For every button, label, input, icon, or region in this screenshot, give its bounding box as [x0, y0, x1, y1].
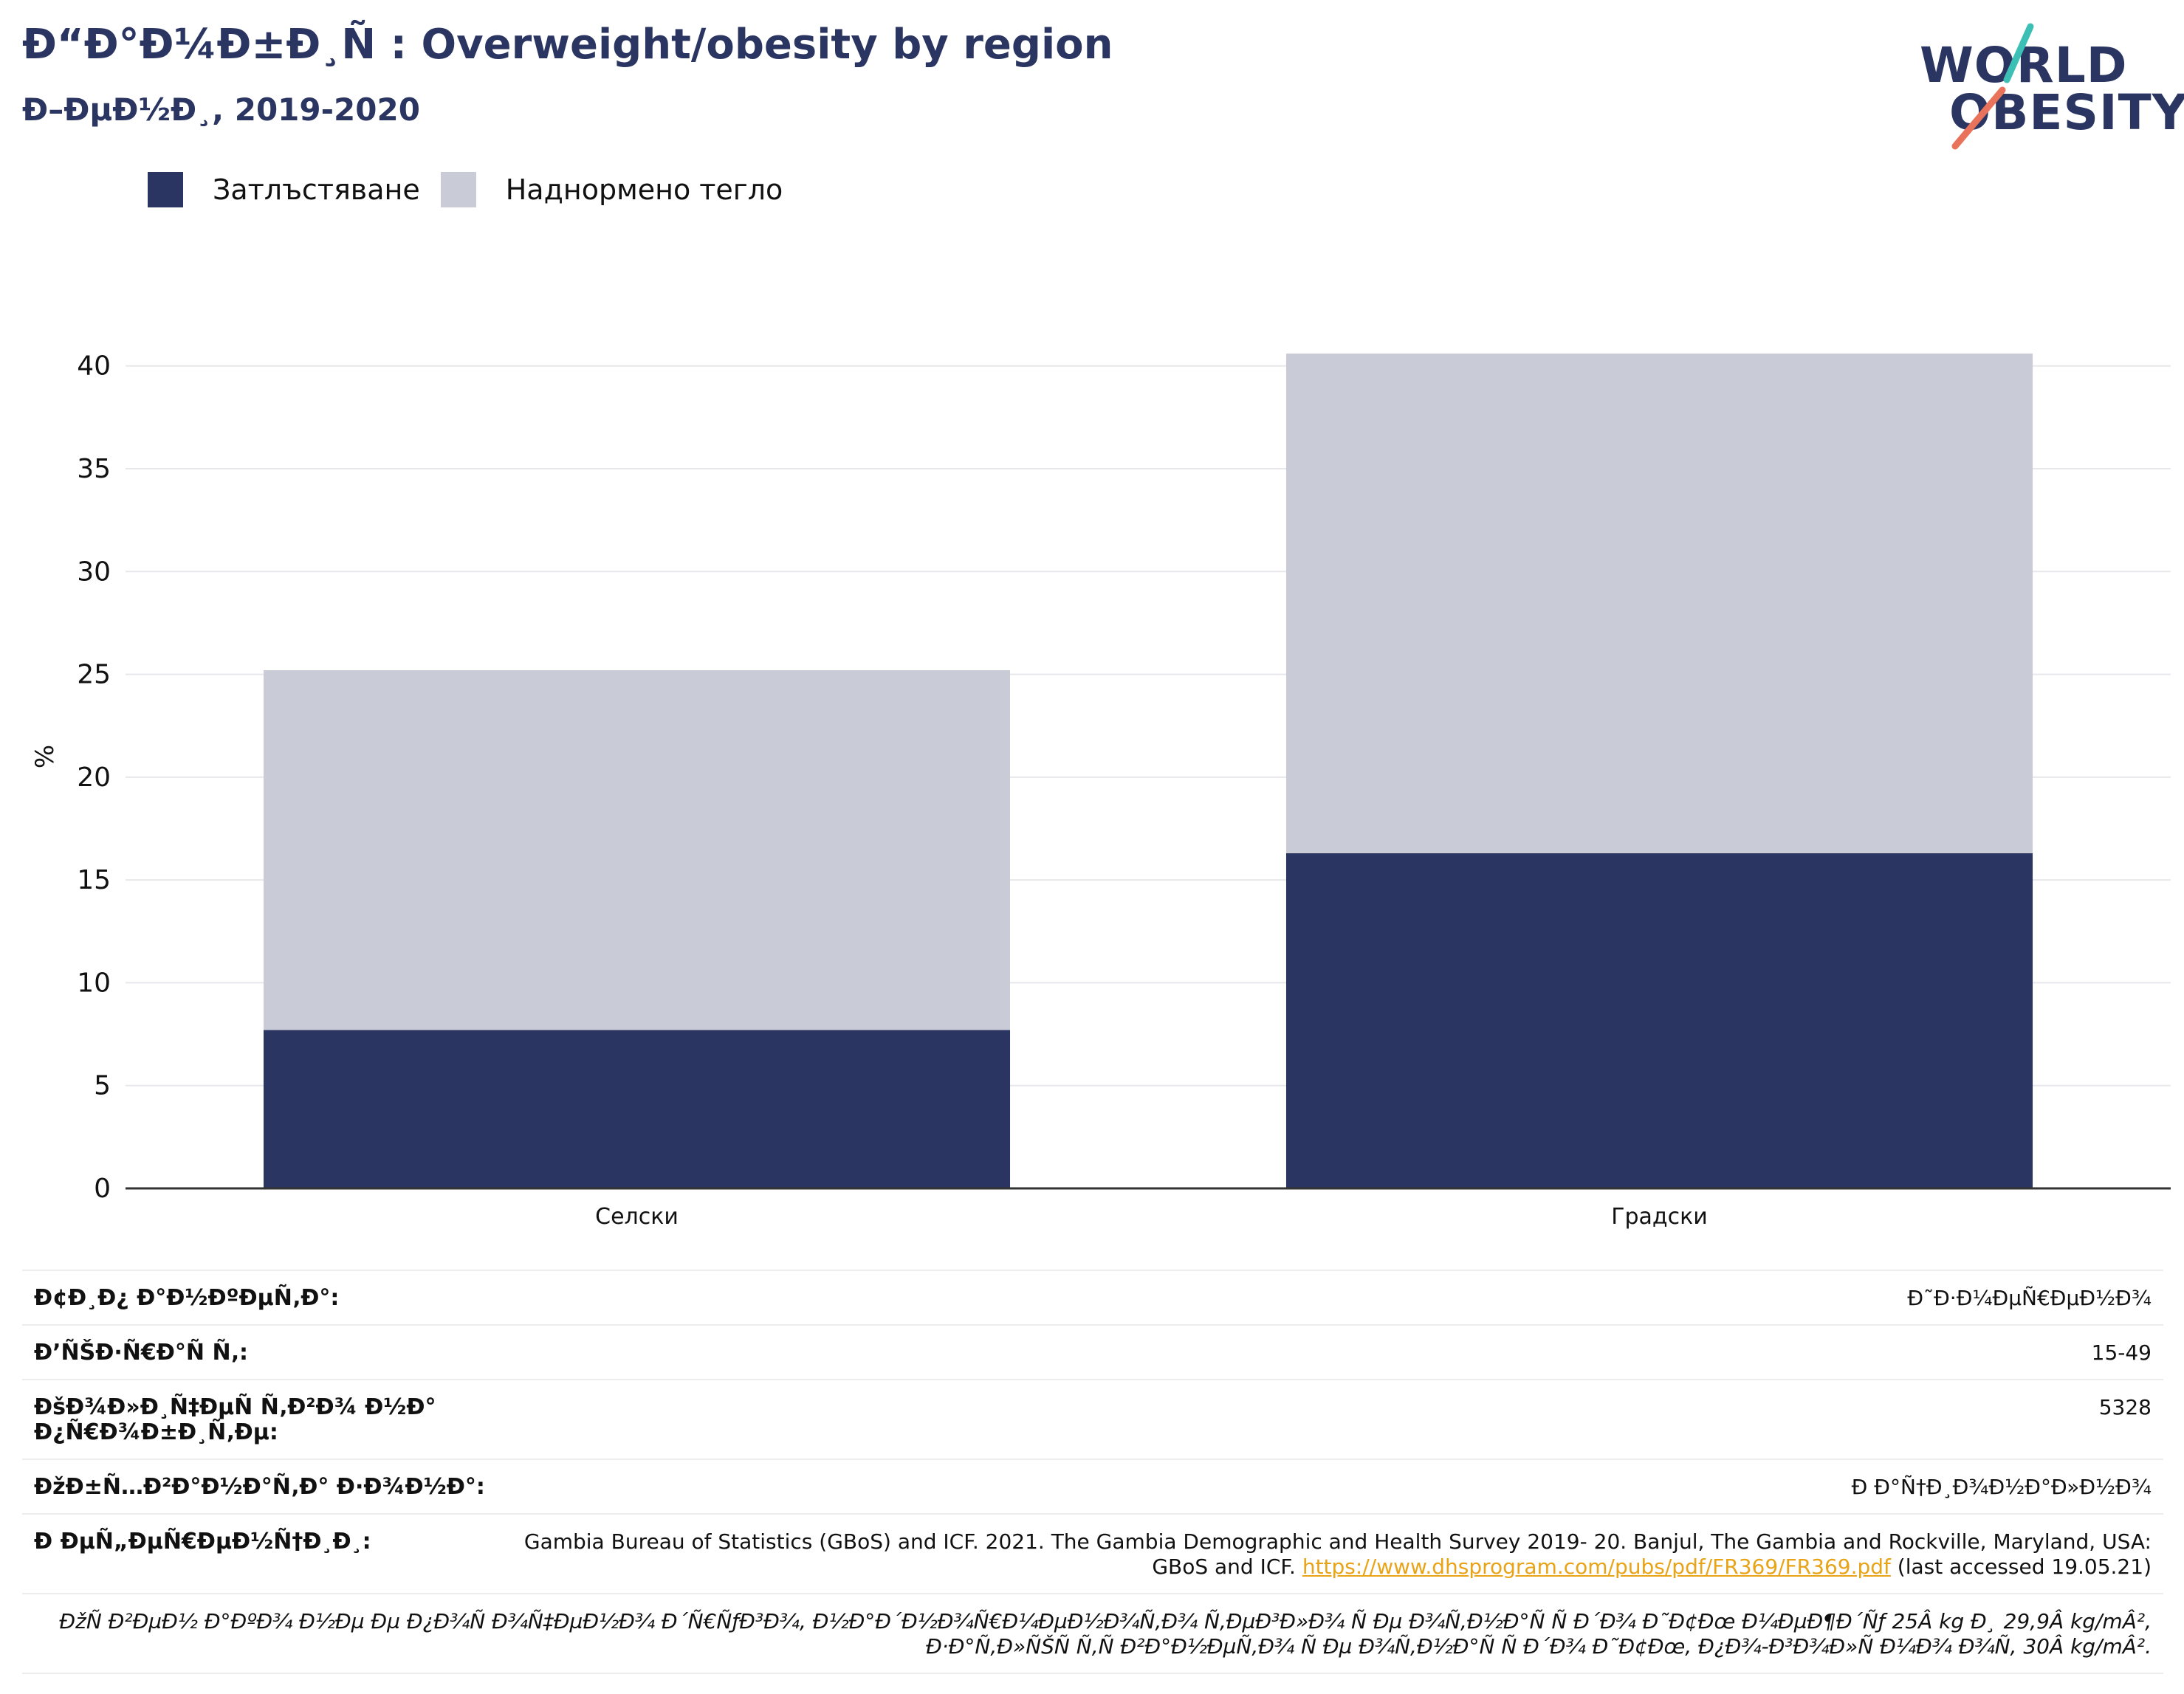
- y-tick-label: 35: [77, 454, 111, 484]
- x-category-label: Градски: [1611, 1204, 1708, 1230]
- y-tick-label: 40: [77, 351, 111, 382]
- info-key: ÐžÐ±Ñ…Ð²Ð°Ð½Ð°Ñ‚Ð° Ð·Ð¾Ð½Ð°:: [34, 1474, 485, 1500]
- info-row-note: ÐžÑ Ð²ÐµÐ½ Ð°ÐºÐ¾ Ð½Ðµ Ðµ Ð¿Ð¾Ñ Ð¾Ñ‡ÐµÐ½…: [22, 1593, 2163, 1674]
- info-table: Ð¢Ð¸Ð¿ Ð°Ð½ÐºÐµÑ‚Ð°: Ð˜Ð·Ð¼ÐµÑ€ÐµÐ½Ð¾ Ð’…: [22, 1270, 2163, 1674]
- reference-suffix: (last accessed 19.05.21): [1897, 1554, 2152, 1579]
- y-tick-label: 20: [77, 762, 111, 793]
- page-subtitle: Ð–ÐµÐ½Ð¸, 2019-2020: [22, 92, 420, 128]
- y-tick-label: 0: [94, 1174, 111, 1204]
- y-axis-title: %: [30, 745, 60, 768]
- info-row-references: Ð ÐµÑ„ÐµÑ€ÐµÐ½Ñ†Ð¸Ð¸: Gambia Bureau of S…: [22, 1513, 2163, 1593]
- legend-item-overweight: Наднормено тегло: [440, 172, 783, 207]
- logo-text-line2: OBESITY: [1949, 84, 2184, 141]
- info-value: Ð Ð°Ñ†Ð¸Ð¾Ð½Ð°Ð»Ð½Ð¾: [1851, 1475, 2152, 1499]
- legend-label-overweight: Наднормено тегло: [505, 173, 783, 206]
- bar-segment-overweight: [263, 670, 1011, 1030]
- info-row-sample-size: ÐšÐ¾Ð»Ð¸Ñ‡ÐµÑ Ñ‚Ð²Ð¾ Ð½Ð° Ð¿Ñ€Ð¾Ð±Ð¸Ñ‚Ðµ…: [22, 1379, 2163, 1459]
- info-value: 15-49: [2091, 1340, 2152, 1365]
- reference-link[interactable]: https://www.dhsprogram.com/pubs/pdf/FR36…: [1302, 1554, 1891, 1579]
- legend-label-obesity: Затлъстяване: [213, 173, 420, 206]
- info-row-coverage: ÐžÐ±Ñ…Ð²Ð°Ð½Ð°Ñ‚Ð° Ð·Ð¾Ð½Ð°: Ð Ð°Ñ†Ð¸Ð¾Ð…: [22, 1459, 2163, 1513]
- info-key: ÐšÐ¾Ð»Ð¸Ñ‡ÐµÑ Ñ‚Ð²Ð¾ Ð½Ð° Ð¿Ñ€Ð¾Ð±Ð¸Ñ‚Ðµ…: [34, 1394, 436, 1445]
- legend-swatch-overweight: [440, 172, 476, 207]
- world-obesity-logo: WORLD OBESITY: [1920, 22, 2184, 155]
- bar-segment-overweight: [1285, 354, 2033, 853]
- definition-note: ÐžÑ Ð²ÐµÐ½ Ð°ÐºÐ¾ Ð½Ðµ Ðµ Ð¿Ð¾Ñ Ð¾Ñ‡ÐµÐ½…: [59, 1609, 2152, 1659]
- chart-legend: Затлъстяване Наднормено тегло: [148, 170, 803, 210]
- y-tick-label: 30: [77, 557, 111, 587]
- legend-swatch-obesity: [148, 172, 183, 207]
- reference-text: Gambia Bureau of Statistics (GBoS) and I…: [523, 1529, 2152, 1579]
- bar-segment-obesity: [263, 1030, 1011, 1188]
- y-tick-label: 5: [94, 1071, 111, 1101]
- info-key: Ð’ÑŠÐ·Ñ€Ð°Ñ Ñ‚:: [34, 1340, 248, 1366]
- info-key: Ð ÐµÑ„ÐµÑ€ÐµÐ½Ñ†Ð¸Ð¸:: [34, 1529, 371, 1554]
- x-category-label: Селски: [595, 1204, 679, 1230]
- info-key: Ð¢Ð¸Ð¿ Ð°Ð½ÐºÐµÑ‚Ð°:: [34, 1285, 340, 1311]
- info-row-age: Ð’ÑŠÐ·Ñ€Ð°Ñ Ñ‚: 15-49: [22, 1324, 2163, 1379]
- logo-slash-icon: [1951, 23, 2034, 150]
- y-tick-label: 15: [77, 865, 111, 895]
- info-value-reference: Gambia Bureau of Statistics (GBoS) and I…: [506, 1529, 2152, 1580]
- info-value: 5328: [2098, 1395, 2152, 1419]
- stacked-bar-chart: 0 5 10 15 20 25 30 35 40% Селски Градски: [30, 351, 2171, 1230]
- page-title: Ð“Ð°Ð¼Ð±Ð¸Ñ : Overweight/obesity by regi…: [22, 21, 1113, 69]
- legend-item-obesity: Затлъстяване: [148, 172, 420, 207]
- y-tick-label: 25: [77, 660, 111, 690]
- info-value: Ð˜Ð·Ð¼ÐµÑ€ÐµÐ½Ð¾: [1907, 1286, 2152, 1310]
- info-row-survey-type: Ð¢Ð¸Ð¿ Ð°Ð½ÐºÐµÑ‚Ð°: Ð˜Ð·Ð¼ÐµÑ€ÐµÐ½Ð¾: [22, 1270, 2163, 1324]
- y-tick-label: 10: [77, 968, 111, 998]
- bar-segment-obesity: [1285, 853, 2033, 1188]
